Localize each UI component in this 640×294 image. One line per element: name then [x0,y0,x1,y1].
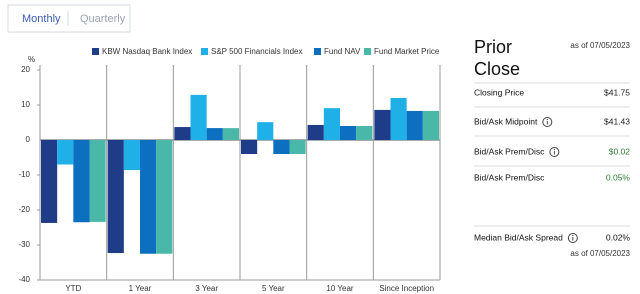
legend-swatch [201,48,208,55]
panel-title: Close [474,59,520,79]
row-label: Bid/Ask Prem/Disc [474,146,545,156]
bar [289,140,306,154]
x-tick-label: Since Inception [379,284,434,293]
bar [222,128,239,140]
bar [356,126,373,140]
row-label: Bid/Ask Midpoint [474,116,538,126]
bar [73,140,90,223]
x-tick-label: 1 Year [129,284,152,293]
legend-swatch [314,48,321,55]
x-tick-label: 5 Year [262,284,285,293]
legend-label: S&P 500 Financials Index [211,47,302,56]
bar [340,126,357,140]
bar [374,109,391,140]
row-value: $0.02 [609,146,631,156]
y-tick-label: 0 [26,135,31,144]
legend-swatch [92,48,99,55]
y-tick-label: 10 [21,100,30,109]
bar [174,127,191,140]
info-icon[interactable] [549,147,560,157]
y-tick-label: -40 [18,275,30,284]
info-icon[interactable] [567,233,578,243]
tab[interactable]: Quarterly [80,13,126,25]
bar [190,94,207,140]
row-value: $41.75 [604,87,630,97]
spread-value: 0.02% [606,232,631,242]
bar [140,140,157,254]
info-icon-dot [546,118,548,121]
bar [257,122,274,140]
x-tick-label: 3 Year [195,284,218,293]
panel-title: Prior [474,37,512,57]
spread-label: Median Bid/Ask Spread [474,232,563,242]
y-tick-label: -10 [18,170,30,179]
row-value: $41.43 [604,116,630,126]
bar [156,140,173,254]
y-axis-label: % [28,55,35,64]
tab[interactable]: Monthly [22,13,61,25]
bar [323,108,340,140]
legend-swatch [364,48,371,55]
bar [273,140,290,154]
x-tick-label: YTD [65,284,81,293]
x-tick-label: 10 Year [326,284,353,293]
y-tick-label: -20 [18,205,30,214]
y-tick-label: 20 [21,65,30,74]
y-tick-label: -30 [18,240,30,249]
bar [241,140,258,154]
bar [41,140,58,223]
spread-as-of: as of 07/05/2023 [570,249,630,258]
bar [390,98,407,140]
row-value: 0.05% [606,172,631,182]
bar [307,124,324,140]
bar [206,128,223,140]
bar [123,140,140,171]
row-label: Bid/Ask Prem/Disc [474,172,545,182]
legend-label: Fund NAV [324,47,361,56]
as-of: as of 07/05/2023 [570,41,630,50]
bar [422,110,439,140]
bar [406,110,423,140]
tab-box [7,4,131,33]
info-icon-dot [572,234,574,237]
bar [57,140,74,165]
bar [107,140,124,254]
legend-label: Fund Market Price [374,47,440,56]
info-icon[interactable] [542,117,553,127]
row-label: Closing Price [474,87,524,97]
bar [89,140,106,222]
legend-label: KBW Nasdaq Bank Index [102,47,192,56]
info-icon-dot [553,148,555,151]
